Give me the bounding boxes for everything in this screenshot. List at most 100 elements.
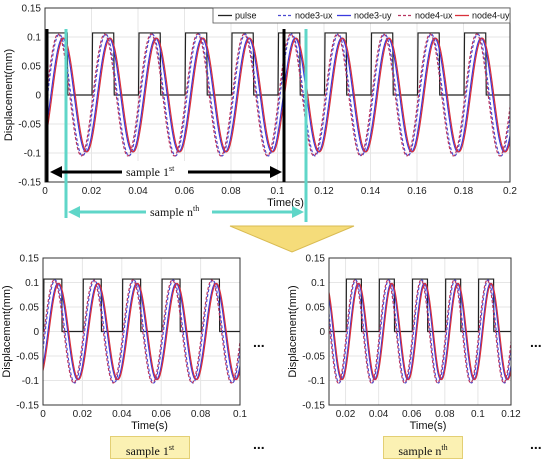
x-tick-label: 0.06 (402, 409, 422, 420)
sample-windows: sample 1st sample nth (45, 29, 308, 222)
y-tick-label: 0.15 (20, 254, 40, 265)
x-tick-label: 0.18 (454, 186, 474, 197)
caption-left-text: sample 1 (125, 444, 169, 458)
series-line-node4-ux (43, 279, 240, 384)
x-tick-label: 0.12 (501, 409, 521, 420)
y-tick-label: 0 (35, 91, 41, 102)
x-axis-label: Time(s) (131, 420, 168, 432)
x-tick-label: 0.1 (471, 409, 485, 420)
ellipsis-right: ... (530, 334, 542, 350)
series-group (43, 278, 240, 384)
series-line-node4-uy (45, 37, 510, 153)
arrow-nth-head-right (292, 206, 304, 218)
series-line-node4-ux (329, 279, 511, 384)
y-tick-label: -0.05 (16, 352, 39, 363)
y-axis-label: Displacement(mm) (3, 49, 15, 141)
y-tick-label: -0.1 (22, 376, 40, 387)
x-tick-label: 0.08 (435, 409, 455, 420)
x-tick-label: 0.06 (175, 186, 195, 197)
x-tick-label: 0.08 (191, 409, 211, 420)
label-1st-bg (122, 161, 188, 181)
y-tick-label: 0 (33, 327, 39, 338)
chart-top: 0 0.02 0.04 0.06 0.08 0.1 0.12 0.14 0.16 0.18 0.2 0… (3, 4, 517, 210)
series-line-node3-uy (329, 282, 511, 381)
series-line-pulse (45, 32, 510, 96)
y-tick-label: -0.15 (18, 178, 41, 189)
y-tick-label: 0 (319, 327, 325, 338)
series-line-node3-uy (45, 37, 510, 153)
legend-label-node4-ux: node4-ux (415, 11, 453, 21)
series-group (45, 32, 510, 157)
legend-box (212, 7, 511, 24)
label-sample-nth: sample nth (150, 204, 199, 219)
legend-label-node3-uy: node3-uy (354, 11, 392, 21)
series-line-pulse (329, 278, 511, 333)
down-arrow (229, 225, 355, 253)
series-group (329, 278, 511, 384)
x-tick-label: 0.06 (151, 409, 171, 420)
legend: pulse node3-ux node3-uy node4-ux node4-uy (212, 7, 511, 24)
y-tick-label: -0.1 (24, 149, 42, 160)
arrow-1st-head-left (50, 166, 62, 178)
y-tick-label: 0.15 (306, 254, 326, 265)
x-tick-label: 0.14 (361, 186, 381, 197)
x-axis-label: Time(s) (410, 420, 447, 432)
x-tick-label: 0.1 (271, 186, 285, 197)
y-axis-label: Displacement(mm) (1, 285, 13, 377)
y-tick-label: -0.15 (302, 401, 325, 412)
x-tick-label: 0.16 (407, 186, 427, 197)
caption-sample-nth: sample nth (383, 436, 463, 459)
x-tick-label: 0.04 (369, 409, 389, 420)
y-tick-label: -0.15 (16, 401, 39, 412)
series-line-pulse (43, 278, 240, 333)
x-axis-label: Time(s) (267, 197, 304, 209)
x-tick-label: 0.2 (503, 186, 517, 197)
series-line-node4-uy (329, 282, 511, 381)
arrow-1st-head-right (270, 166, 282, 178)
caption-left-sup: st (168, 443, 175, 452)
y-tick-label: 0.15 (22, 4, 42, 15)
y-tick-label: 0.1 (25, 278, 39, 289)
y-tick-label: 0.1 (311, 278, 325, 289)
label-sample-1st: sample 1st (126, 164, 175, 179)
plot-frame (42, 257, 241, 406)
series-line-node3-uy (43, 282, 240, 381)
arrow-nth-head-left (68, 206, 80, 218)
x-tick-label: 0.02 (73, 409, 93, 420)
y-tick-label: -0.1 (308, 376, 326, 387)
caption-sample-1st: sample 1st (110, 436, 190, 459)
x-tick-label: 0.12 (314, 186, 334, 197)
series-line-node3-ux (329, 279, 511, 384)
ellipsis-mid: ... (253, 334, 265, 350)
x-tick-label: 0.02 (336, 409, 356, 420)
x-tick-label: 0.04 (112, 409, 132, 420)
x-tick-label: 0.1 (233, 409, 247, 420)
ellipsis-caption-right: ... (530, 436, 542, 452)
series-line-node4-uy (43, 282, 240, 381)
ellipsis-caption-mid: ... (253, 436, 265, 452)
y-tick-label: 0.05 (306, 303, 326, 314)
caption-right-text: sample n (398, 444, 442, 458)
plot-frame (328, 257, 512, 406)
legend-label-node4-uy: node4-uy (472, 11, 510, 21)
x-tick-label: 0.08 (221, 186, 241, 197)
x-tick-label: 0 (42, 186, 48, 197)
y-axis-label: Displacement(mm) (287, 285, 299, 377)
y-tick-label: -0.05 (18, 120, 41, 131)
series-line-node3-ux (45, 33, 510, 157)
legend-label-pulse: pulse (235, 11, 257, 21)
chart-bottom-right: 0.02 0.04 0.06 0.08 0.1 0.12 0.15 0.1 0.05 0 -0.05… (287, 254, 521, 433)
y-tick-label: -0.05 (302, 352, 325, 363)
x-tick-label: 0.02 (82, 186, 102, 197)
chart-bottom-left: 0 0.02 0.04 0.06 0.08 0.1 0.15 0.1 0.05 0 -0.05 -0.… (1, 254, 247, 433)
plots-layer: 0 0.02 0.04 0.06 0.08 0.1 0.12 0.14 0.16 0.18 0.2 0… (1, 4, 521, 433)
x-tick-label: 0.04 (128, 186, 148, 197)
legend-label-node3-ux: node3-ux (295, 11, 333, 21)
y-tick-label: 0.05 (22, 62, 42, 73)
y-tick-label: 0.05 (20, 303, 40, 314)
y-tick-label: 0.1 (27, 33, 41, 44)
label-nth-bg (146, 201, 212, 221)
x-tick-label: 0 (40, 409, 46, 420)
caption-right-sup: th (441, 443, 448, 452)
